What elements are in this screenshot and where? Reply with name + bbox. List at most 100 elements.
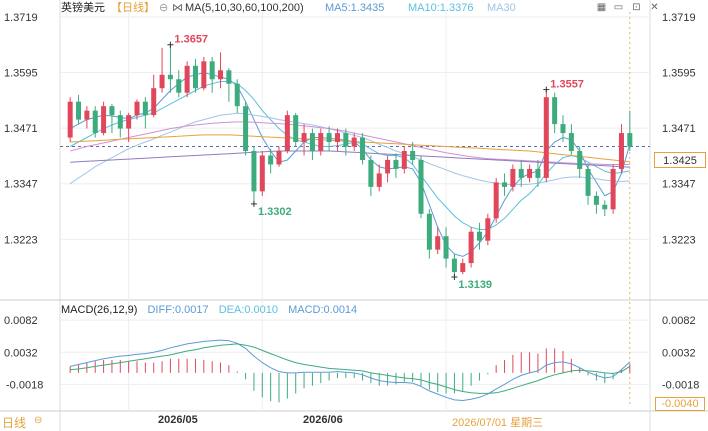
ma100-line xyxy=(70,134,630,163)
candle-body xyxy=(468,231,474,264)
candle-body xyxy=(293,115,299,143)
ma30-label: MA30 xyxy=(487,2,516,14)
candle-body xyxy=(351,137,357,147)
candle-body xyxy=(476,231,482,241)
candle-body xyxy=(518,168,524,178)
ma60-line xyxy=(70,121,630,165)
candle-body xyxy=(602,204,608,210)
candle-body xyxy=(360,137,366,160)
candle-body xyxy=(326,133,332,143)
price-tick-left: 1.3595 xyxy=(4,68,38,80)
grid-icon[interactable]: ▦ xyxy=(596,2,607,13)
period-selector[interactable]: 【日线】 xyxy=(111,2,155,14)
minimize-icon[interactable]: ▭ xyxy=(613,2,624,13)
candle-body xyxy=(560,124,566,134)
symbol-label: 英镑美元 xyxy=(61,2,105,14)
candle-body xyxy=(334,133,340,143)
price-tick-left: 1.3471 xyxy=(4,123,38,135)
candle-body xyxy=(109,106,115,116)
ma5-label: MA5:1.3435 xyxy=(325,2,385,14)
axis-labels: 1.3719 1.3719 1.3595 1.3595 1.3471 1.3471 1.33… xyxy=(4,12,699,391)
moving-average-lines xyxy=(69,71,631,257)
high-label: 1.3557 xyxy=(550,79,584,91)
candle-body xyxy=(485,218,491,241)
candle-body xyxy=(577,151,583,169)
candle-body xyxy=(84,110,90,120)
high-label: 1.3657 xyxy=(174,34,208,46)
candle-body xyxy=(568,133,574,151)
candle-body xyxy=(502,182,508,187)
candle-body xyxy=(627,133,633,147)
ma200-line xyxy=(70,150,630,168)
candle-body xyxy=(393,159,399,169)
macd-dea-label: DEA:0.0010 xyxy=(218,304,279,316)
candle-body xyxy=(309,133,315,151)
price-tick-right: 1.3223 xyxy=(662,234,696,246)
settings-icon[interactable]: ⊖ xyxy=(159,2,169,14)
candle-body xyxy=(226,70,232,84)
candle-body xyxy=(460,263,466,273)
price-tick-right: 1.3595 xyxy=(662,68,696,80)
price-tick-left: 1.3719 xyxy=(4,12,38,24)
dea-line xyxy=(70,343,631,394)
candle-body xyxy=(243,106,249,151)
candle-body xyxy=(184,65,190,93)
candle-body xyxy=(610,168,616,210)
candle-body xyxy=(552,97,558,125)
macd-tick-right: -0.0018 xyxy=(662,379,699,391)
candle-body xyxy=(376,173,382,187)
candle-body xyxy=(101,106,107,134)
ma-toggle-icon[interactable]: ⋈ xyxy=(172,2,183,14)
candle-body xyxy=(385,159,391,174)
candle-body xyxy=(301,133,307,143)
candle-body xyxy=(209,61,215,80)
candle-body xyxy=(535,168,541,178)
candle-body xyxy=(251,151,257,192)
macd-title: MACD(26,12,9) xyxy=(61,304,138,316)
ma30-line xyxy=(69,112,630,186)
macd-tick-left: 0.0082 xyxy=(4,315,38,327)
chart-header: 英镑美元 【日线】 ⊖ ⋈ MA(5,10,30,60,100,200) MA5… xyxy=(0,0,708,16)
maximize-icon[interactable]: ⊡ xyxy=(632,2,641,13)
candle-body xyxy=(418,159,424,214)
candlestick-series xyxy=(67,44,633,277)
price-tick-right: 1.3471 xyxy=(662,123,696,135)
candle-body xyxy=(117,115,123,129)
candle-body xyxy=(618,133,624,169)
candle-body xyxy=(435,236,441,250)
candle-body xyxy=(593,195,599,205)
macd-tick-left: 0.0032 xyxy=(4,347,38,359)
macd-value-label: MACD:0.0014 xyxy=(288,304,358,316)
close-icon[interactable]: ✕ xyxy=(650,2,659,13)
price-tick-left: 1.3347 xyxy=(4,179,38,191)
candle-body xyxy=(368,159,374,187)
candle-body xyxy=(259,155,265,192)
candle-body xyxy=(276,151,282,165)
candle-body xyxy=(268,155,274,165)
candle-body xyxy=(192,65,198,89)
candle-body xyxy=(318,133,324,151)
ma10-line xyxy=(69,81,630,230)
candle-body xyxy=(543,97,549,178)
candle-body xyxy=(126,115,132,129)
macd-tick-right: 0.0082 xyxy=(662,315,696,327)
macd-cursor-tag: -0.0040 xyxy=(655,397,705,411)
candle-body xyxy=(76,101,82,120)
candle-body xyxy=(510,168,516,187)
period-footer-label[interactable]: 日线 xyxy=(2,416,27,430)
low-label: 1.3302 xyxy=(258,206,292,218)
candle-body xyxy=(151,88,157,116)
candle-body xyxy=(159,74,165,89)
candle-body xyxy=(142,101,148,116)
candle-body xyxy=(401,151,407,169)
candle-body xyxy=(67,101,73,138)
candle-body xyxy=(92,110,98,134)
macd-series xyxy=(69,339,631,403)
x-tick-may: 2026/05 xyxy=(158,414,198,426)
candle-body xyxy=(443,236,449,259)
macd-tick-right: 0.0032 xyxy=(662,347,696,359)
dropdown-icon[interactable]: ⊖ xyxy=(34,415,43,426)
diff-line xyxy=(70,339,631,402)
